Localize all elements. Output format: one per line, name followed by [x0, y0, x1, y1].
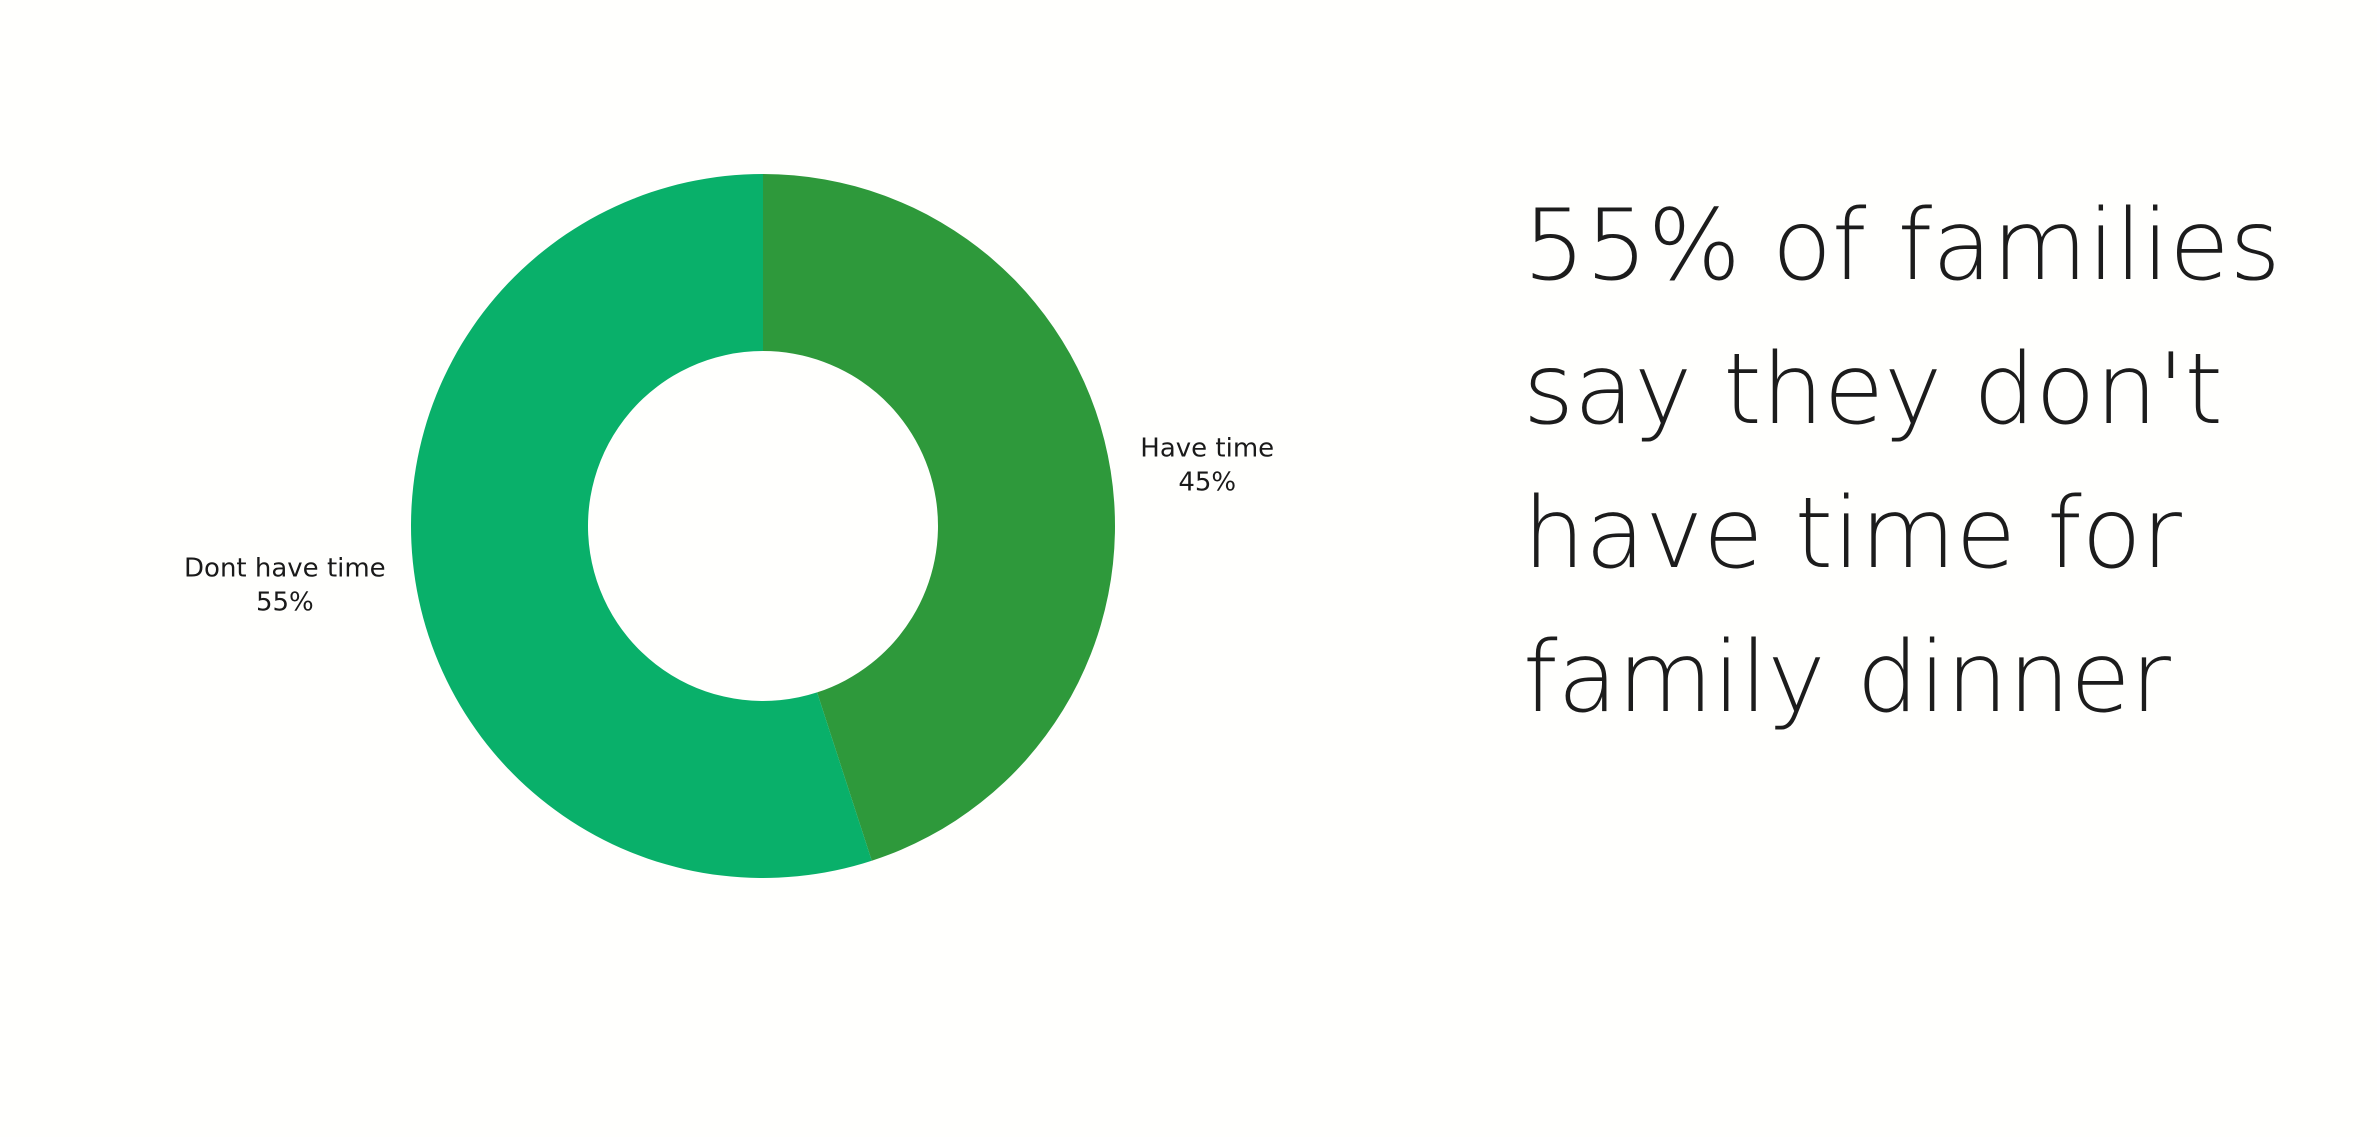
slice-label: Dont have time: [184, 553, 386, 583]
slice-labels: Have time 45% Dont have time 55%: [184, 434, 1274, 618]
headline-line: 55% of families: [1523, 189, 2281, 303]
donut-chart: [410, 174, 1115, 878]
slice-value-label: 55%: [256, 587, 314, 617]
donut-slice: [763, 174, 1115, 861]
slice-label: Have time: [1140, 434, 1274, 464]
slice-value-label: 45%: [1178, 468, 1236, 498]
headline: 55% of families say they don't have time f…: [1523, 189, 2281, 735]
headline-line: family dinner: [1523, 621, 2172, 735]
donut-slice: [410, 174, 872, 878]
headline-line: have time for: [1523, 477, 2183, 591]
headline-line: say they don't: [1523, 333, 2223, 447]
